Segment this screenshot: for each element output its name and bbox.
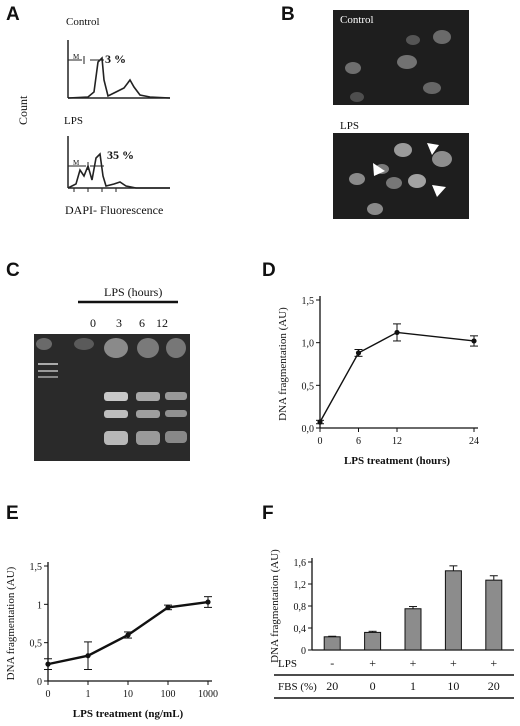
condition-row-label: FBS (%)	[278, 681, 317, 693]
panel-b-lps-micrograph	[333, 133, 469, 219]
condition-value: +	[369, 656, 376, 670]
data-point	[355, 350, 362, 356]
condition-value: 10	[447, 679, 459, 693]
panel-a-histogram-control: M	[67, 40, 171, 99]
x-tick-label: 1000	[198, 689, 218, 700]
panel-e-chart: 0 0,5 1 1,5 0 1 10 100 1000 LPS treatment (ng/mL)…	[5, 562, 218, 720]
panel-a-marker-label-control: M	[73, 53, 80, 61]
condition-value: +	[450, 656, 457, 670]
x-tick-label: 1	[86, 689, 91, 700]
panel-a-marker-label-lps: M	[73, 159, 80, 167]
bar	[485, 579, 503, 651]
panel-b-control-nuclei	[345, 30, 451, 102]
arrowhead-icon	[427, 143, 439, 155]
x-tick-label: 0	[46, 689, 51, 700]
x-tick-label: 12	[392, 436, 402, 447]
y-tick-label: 0,4	[294, 624, 307, 635]
x-tick-label: 100	[161, 689, 176, 700]
y-tick-label: 0	[301, 646, 306, 657]
bar	[364, 631, 382, 651]
arrowhead-icon	[432, 185, 446, 197]
data-point	[394, 329, 400, 336]
panel-e-letter: E	[6, 503, 19, 524]
panel-c-header-rule	[78, 300, 178, 304]
panel-b-lps-label: LPS	[340, 120, 359, 132]
data-point	[125, 632, 131, 638]
x-axis-label: LPS treatment (ng/mL)	[73, 708, 184, 720]
x-axis-label: LPS treatment (hours)	[344, 455, 450, 467]
x-tick-label: 24	[469, 436, 479, 447]
data-point	[165, 604, 171, 610]
panel-a-ylabel: Count	[16, 95, 30, 125]
condition-row-label: LPS	[278, 658, 297, 670]
panel-a-letter: A	[6, 4, 20, 25]
series-line	[319, 331, 475, 423]
panel-c-letter: C	[6, 260, 20, 281]
y-axis-label: DNA fragmentation (AU)	[269, 549, 281, 663]
data-point	[317, 419, 323, 425]
x-tick-label: 10	[123, 689, 133, 700]
panel-a-lps-percent: 35 %	[107, 148, 134, 162]
bar	[323, 636, 341, 651]
y-tick-label: 1,5	[30, 562, 43, 573]
y-tick-label: 0,5	[302, 381, 315, 392]
x-tick-label: 6	[356, 436, 361, 447]
panel-f-letter: F	[262, 503, 274, 524]
y-tick-label: 0,8	[294, 602, 307, 613]
y-axis-label: DNA fragmentation (AU)	[277, 307, 289, 421]
panel-c-header: LPS (hours)	[104, 285, 163, 299]
panel-b-control-micrograph: Control	[333, 10, 469, 105]
panel-c-lane-label: 6	[139, 316, 145, 330]
data-point	[205, 599, 211, 605]
panel-a-control-label: Control	[66, 16, 100, 28]
condition-value: +	[410, 656, 417, 670]
y-tick-label: 1,2	[294, 580, 307, 591]
condition-value: -	[330, 656, 334, 670]
panel-d-letter: D	[262, 260, 276, 281]
panel-b-letter: B	[281, 4, 295, 25]
bar	[444, 570, 462, 651]
condition-value: +	[490, 656, 497, 670]
data-point	[85, 653, 91, 659]
panel-b-arrowheads	[373, 143, 446, 197]
data-point	[471, 338, 477, 344]
y-tick-label: 1,0	[302, 339, 315, 350]
panel-a-histogram-lps: M	[67, 136, 170, 192]
condition-value: 20	[326, 679, 338, 693]
panel-c-lane-label: 0	[90, 316, 96, 330]
panel-b-control-label: Control	[340, 14, 374, 26]
y-axis-label: DNA fragmentation (AU)	[5, 566, 17, 680]
data-point	[45, 661, 51, 667]
y-tick-label: 0,0	[302, 424, 315, 435]
y-tick-label: 1,5	[302, 296, 315, 307]
panel-c-lane-label: 3	[116, 316, 122, 330]
arrowhead-icon	[373, 163, 385, 176]
panel-a-lps-label: LPS	[64, 115, 83, 127]
panel-d-chart: 0,0 0,5 1,0 1,5 0 6 12 24 LPS treatment (hours) D…	[277, 296, 479, 467]
panel-f-chart: 0 0,4 0,8 1,2 1,6 DNA fragmentation (AU)LPS - +…	[269, 549, 514, 699]
x-tick-label: 0	[318, 436, 323, 447]
y-tick-label: 1	[37, 600, 42, 611]
bar	[404, 608, 422, 651]
panel-c-lane-label: 12	[156, 316, 168, 330]
panel-a-xlabel: DAPI- Fluorescence	[65, 203, 164, 217]
condition-value: 20	[488, 679, 500, 693]
y-tick-label: 1,6	[294, 558, 307, 569]
condition-value: 0	[370, 679, 376, 693]
condition-value: 1	[410, 679, 416, 693]
panel-c-gel-bands	[36, 338, 187, 445]
y-tick-label: 0,5	[30, 639, 43, 650]
panel-c-gel	[34, 334, 190, 461]
panel-a-control-percent: 3 %	[105, 52, 126, 66]
y-tick-label: 0	[37, 677, 42, 688]
